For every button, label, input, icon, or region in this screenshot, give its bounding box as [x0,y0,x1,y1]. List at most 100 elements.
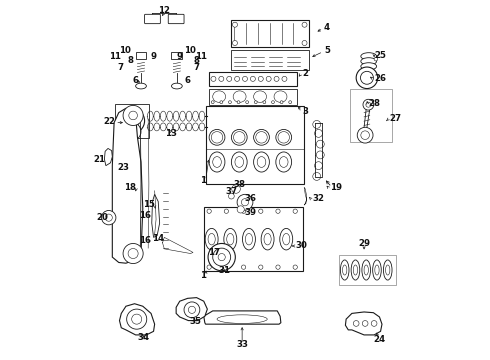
Text: 4: 4 [324,23,330,32]
Ellipse shape [279,157,288,167]
Ellipse shape [233,91,246,102]
Ellipse shape [257,157,266,167]
Text: 15: 15 [143,200,155,209]
Circle shape [259,209,263,213]
Circle shape [125,114,139,128]
Text: 3: 3 [302,107,308,116]
Text: 7: 7 [117,63,123,72]
Ellipse shape [147,123,153,131]
Ellipse shape [224,228,237,250]
Text: 37: 37 [225,187,237,196]
Circle shape [220,101,223,104]
Circle shape [361,71,373,84]
Circle shape [232,41,238,45]
Circle shape [266,76,271,81]
Ellipse shape [254,152,270,172]
Ellipse shape [235,157,244,167]
Ellipse shape [386,265,390,275]
Text: 2: 2 [302,69,308,78]
Text: 8: 8 [128,56,134,65]
Text: 26: 26 [375,75,387,84]
Ellipse shape [130,193,134,199]
Ellipse shape [213,157,221,167]
Ellipse shape [130,158,134,165]
Circle shape [280,101,283,104]
Circle shape [276,265,280,269]
Text: 25: 25 [375,51,387,60]
Ellipse shape [362,260,370,280]
Text: 11: 11 [195,52,207,61]
Circle shape [218,253,225,261]
Ellipse shape [283,233,290,245]
Circle shape [254,130,270,145]
FancyBboxPatch shape [168,14,184,24]
Circle shape [374,57,378,61]
Ellipse shape [243,228,255,250]
Text: 1: 1 [199,270,205,279]
Text: 8: 8 [193,56,199,65]
Ellipse shape [130,147,134,153]
Polygon shape [176,298,207,320]
Circle shape [227,76,232,81]
Text: 36: 36 [245,194,256,203]
Ellipse shape [180,123,186,131]
Circle shape [129,118,135,124]
Ellipse shape [231,152,247,172]
Circle shape [234,132,245,143]
Circle shape [293,265,297,269]
Ellipse shape [172,83,182,89]
Circle shape [188,306,196,314]
Circle shape [276,130,292,145]
Bar [172,52,182,59]
Text: 30: 30 [296,241,308,250]
Circle shape [315,162,322,170]
Text: 5: 5 [324,46,330,55]
Ellipse shape [199,111,205,121]
Ellipse shape [261,228,274,250]
Text: 24: 24 [373,335,386,344]
Circle shape [242,199,248,206]
Circle shape [232,22,238,27]
Circle shape [353,320,359,326]
Ellipse shape [180,111,186,121]
Circle shape [302,41,307,45]
Ellipse shape [274,91,287,102]
Ellipse shape [227,233,234,245]
Text: 17: 17 [208,248,220,257]
Ellipse shape [173,123,179,131]
Ellipse shape [130,170,134,176]
Ellipse shape [375,265,379,275]
Polygon shape [209,72,297,86]
Circle shape [208,243,235,271]
Text: 29: 29 [358,239,370,248]
Text: 16: 16 [139,211,151,220]
Circle shape [282,76,287,81]
Ellipse shape [130,239,134,245]
Ellipse shape [361,53,377,60]
Circle shape [242,265,245,269]
Bar [350,89,392,142]
Circle shape [258,76,263,81]
Circle shape [271,101,274,104]
Ellipse shape [217,315,267,323]
Ellipse shape [264,233,271,245]
Polygon shape [205,107,304,184]
Circle shape [101,211,116,225]
Ellipse shape [136,83,147,89]
Text: 28: 28 [368,99,381,108]
Text: 6: 6 [185,76,191,85]
Circle shape [128,248,138,258]
Ellipse shape [130,216,134,222]
Ellipse shape [193,123,198,131]
Ellipse shape [364,265,368,275]
Circle shape [278,132,290,143]
Ellipse shape [130,250,134,257]
Circle shape [224,209,228,213]
Circle shape [293,209,297,213]
Ellipse shape [280,228,293,250]
Ellipse shape [343,265,347,275]
Bar [136,52,147,59]
Ellipse shape [341,260,349,280]
Circle shape [105,214,112,221]
Text: 9: 9 [177,52,183,61]
